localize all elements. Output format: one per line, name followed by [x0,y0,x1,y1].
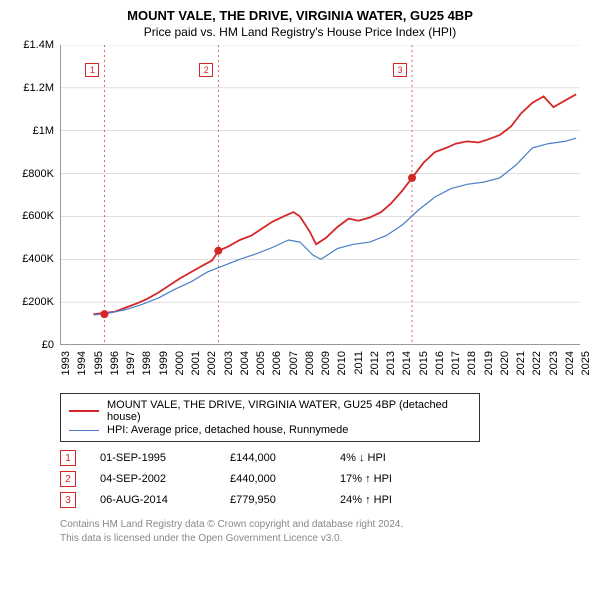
y-axis-label: £1.4M [23,39,54,51]
x-axis-label: 2010 [336,351,348,375]
x-axis-label: 2008 [304,351,316,375]
chart-title: MOUNT VALE, THE DRIVE, VIRGINIA WATER, G… [12,8,588,23]
x-axis-label: 2018 [466,351,478,375]
table-row: 1 01-SEP-1995 £144,000 4% ↓ HPI [60,450,588,466]
x-axis-label: 2002 [206,351,218,375]
x-axis-label: 2004 [239,351,251,375]
x-axis-label: 2009 [320,351,332,375]
x-axis-label: 2011 [353,351,365,375]
x-axis-label: 2015 [418,351,430,375]
point-diff: 24% ↑ HPI [340,494,460,506]
point-badge: 1 [60,450,76,466]
point-date: 06-AUG-2014 [100,494,230,506]
x-axis-label: 2024 [564,351,576,375]
point-badge: 3 [60,492,76,508]
marker-flag: 3 [393,63,407,77]
point-price: £440,000 [230,473,340,485]
y-axis-label: £1.2M [23,82,54,94]
marker-flag: 2 [199,63,213,77]
y-axis-label: £400K [22,253,54,265]
y-axis-label: £0 [42,339,54,351]
x-axis-label: 2001 [190,351,202,375]
point-date: 04-SEP-2002 [100,473,230,485]
x-axis-label: 2003 [223,351,235,375]
point-diff: 4% ↓ HPI [340,452,460,464]
x-axis-label: 1996 [109,351,121,375]
x-axis-label: 2023 [548,351,560,375]
plot-svg [60,45,580,345]
x-axis-label: 2019 [483,351,495,375]
x-axis-label: 2025 [580,351,592,375]
x-axis-label: 2022 [531,351,543,375]
points-table: 1 01-SEP-1995 £144,000 4% ↓ HPI 2 04-SEP… [60,450,588,508]
x-axis-label: 2013 [385,351,397,375]
y-axis-label: £200K [22,296,54,308]
point-price: £144,000 [230,452,340,464]
point-badge: 2 [60,471,76,487]
y-axis-label: £600K [22,210,54,222]
x-axis-label: 1995 [93,351,105,375]
y-axis-label: £800K [22,168,54,180]
x-axis-label: 2006 [271,351,283,375]
x-axis-label: 2007 [288,351,300,375]
legend-item: MOUNT VALE, THE DRIVE, VIRGINIA WATER, G… [69,399,471,423]
marker-flag: 1 [85,63,99,77]
chart-area: £0£200K£400K£600K£800K£1M£1.2M£1.4M19931… [12,45,588,385]
x-axis-label: 1993 [60,351,72,375]
legend-swatch [69,410,99,412]
x-axis-label: 2012 [369,351,381,375]
legend-item: HPI: Average price, detached house, Runn… [69,424,471,436]
legend-swatch [69,430,99,431]
x-axis-label: 2021 [515,351,527,375]
x-axis-label: 2000 [174,351,186,375]
y-axis-label: £1M [33,125,54,137]
chart-container: MOUNT VALE, THE DRIVE, VIRGINIA WATER, G… [0,0,600,590]
x-axis-label: 1997 [125,351,137,375]
point-date: 01-SEP-1995 [100,452,230,464]
x-axis-label: 1994 [76,351,88,375]
point-price: £779,950 [230,494,340,506]
legend-label: HPI: Average price, detached house, Runn… [107,424,348,436]
chart-subtitle: Price paid vs. HM Land Registry's House … [12,25,588,39]
x-axis-label: 2017 [450,351,462,375]
footer: Contains HM Land Registry data © Crown c… [60,518,588,546]
table-row: 3 06-AUG-2014 £779,950 24% ↑ HPI [60,492,588,508]
x-axis-label: 2014 [401,351,413,375]
x-axis-label: 2016 [434,351,446,375]
x-axis-label: 1999 [158,351,170,375]
table-row: 2 04-SEP-2002 £440,000 17% ↑ HPI [60,471,588,487]
legend-label: MOUNT VALE, THE DRIVE, VIRGINIA WATER, G… [107,399,471,423]
point-diff: 17% ↑ HPI [340,473,460,485]
footer-line: This data is licensed under the Open Gov… [60,532,588,546]
footer-line: Contains HM Land Registry data © Crown c… [60,518,588,532]
x-axis-label: 1998 [141,351,153,375]
x-axis-label: 2020 [499,351,511,375]
legend: MOUNT VALE, THE DRIVE, VIRGINIA WATER, G… [60,393,480,442]
x-axis-label: 2005 [255,351,267,375]
